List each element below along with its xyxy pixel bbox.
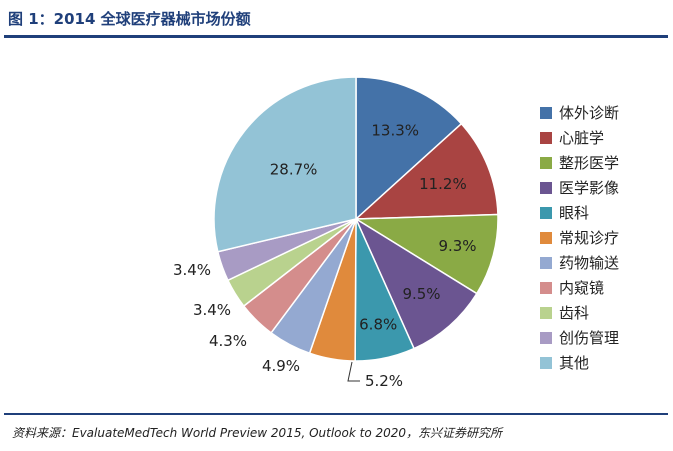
legend-swatch (540, 156, 552, 169)
data-label: 6.8% (359, 316, 397, 334)
title-divider (4, 35, 668, 38)
legend-item: 眼科 (540, 200, 665, 225)
pie-slice (353, 122, 499, 220)
legend-item: 创伤管理 (540, 325, 665, 350)
legend-swatch (540, 206, 552, 219)
legend-swatch (540, 306, 552, 319)
pie-slices (213, 76, 499, 362)
pie-slice (213, 76, 357, 253)
legend-label: 其他 (559, 354, 590, 372)
legend-swatch (540, 181, 552, 194)
data-labels: 13.3% 11.2% 9.3% 9.5% 6.8% 5.2% 4.9% 4.3% 3.4% 3.… (173, 122, 477, 390)
legend-swatch (540, 356, 552, 369)
leader-line (347, 361, 360, 382)
pie-slice (354, 217, 478, 350)
data-label: 28.7% (270, 161, 318, 179)
legend-label: 整形医学 (559, 154, 620, 172)
legend: 体外诊断心脏学整形医学医学影像眼科常规诊疗药物输送内窥镜齿科创伤管理其他 (540, 100, 665, 375)
data-label: 3.4% (193, 301, 231, 319)
legend-item: 常规诊疗 (540, 225, 665, 250)
legend-swatch (540, 131, 552, 144)
legend-label: 药物输送 (559, 254, 620, 272)
data-label: 11.2% (419, 175, 467, 193)
data-label: 9.5% (402, 285, 440, 303)
legend-swatch (540, 331, 552, 344)
legend-item: 医学影像 (540, 175, 665, 200)
legend-item: 心脏学 (540, 125, 665, 150)
data-label: 9.3% (438, 237, 476, 255)
legend-label: 常规诊疗 (559, 229, 620, 247)
legend-item: 其他 (540, 350, 665, 375)
data-label: 4.9% (262, 357, 300, 375)
legend-label: 眼科 (559, 204, 590, 222)
legend-item: 体外诊断 (540, 100, 665, 125)
legend-item: 内窥镜 (540, 275, 665, 300)
pie-slice (355, 76, 463, 221)
legend-label: 心脏学 (559, 129, 605, 147)
data-label: 4.3% (209, 332, 247, 350)
legend-label: 医学影像 (559, 179, 620, 197)
data-label: 13.3% (371, 122, 419, 140)
source-note: 资料来源：EvaluateMedTech World Preview 2015,… (12, 426, 503, 440)
data-label: 3.4% (173, 261, 211, 279)
leader-lines (347, 361, 360, 382)
legend-item: 齿科 (540, 300, 665, 325)
legend-item: 药物输送 (540, 250, 665, 275)
legend-item: 整形医学 (540, 150, 665, 175)
legend-swatch (540, 281, 552, 294)
legend-label: 齿科 (559, 304, 590, 322)
legend-swatch (540, 231, 552, 244)
data-label: 5.2% (365, 372, 403, 390)
legend-swatch (540, 256, 552, 269)
pie-slice (353, 213, 499, 295)
footer-divider (4, 413, 668, 415)
legend-label: 创伤管理 (559, 329, 620, 347)
legend-swatch (540, 106, 552, 119)
legend-label: 体外诊断 (559, 104, 620, 122)
figure-title: 图 1：2014 全球医疗器械市场份额 (8, 10, 251, 28)
legend-label: 内窥镜 (559, 279, 605, 297)
